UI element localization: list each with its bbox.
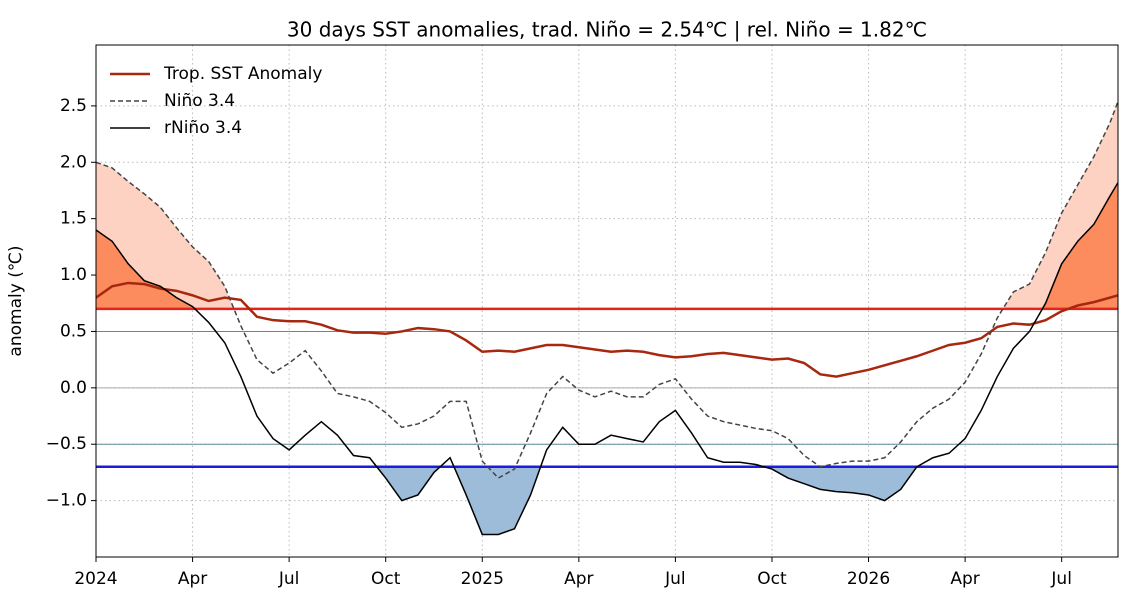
y-tick-label: 2.0 bbox=[60, 152, 87, 172]
y-tick-label: 0.5 bbox=[60, 321, 87, 341]
y-axis-label: anomaly (℃) bbox=[6, 245, 26, 356]
x-tick-label: Jul bbox=[278, 569, 300, 589]
y-tick-label: 0.0 bbox=[60, 378, 87, 398]
x-tick-label: 2025 bbox=[461, 569, 504, 589]
fill-area bbox=[96, 466, 1118, 535]
plot-area bbox=[96, 101, 1118, 536]
x-tick-label: Apr bbox=[564, 569, 593, 589]
y-tick-label: 2.5 bbox=[60, 96, 87, 116]
x-tick-label: Jul bbox=[1050, 569, 1072, 589]
x-tick-label: Apr bbox=[178, 569, 207, 589]
fill-area bbox=[96, 101, 1118, 309]
x-tick-label: Oct bbox=[371, 569, 401, 589]
x-tick-label: Apr bbox=[950, 569, 979, 589]
y-tick-label: 1.0 bbox=[60, 265, 87, 285]
y-tick-label: −1.0 bbox=[46, 491, 87, 511]
y-tick-label: 1.5 bbox=[60, 209, 87, 229]
x-tick-label: 2024 bbox=[74, 569, 117, 589]
x-tick-label: 2026 bbox=[847, 569, 890, 589]
series-line bbox=[96, 281, 1118, 378]
y-tick-label: −0.5 bbox=[46, 434, 87, 454]
x-tick-label: Jul bbox=[664, 569, 686, 589]
chart-title: 30 days SST anomalies, trad. Niño = 2.54… bbox=[287, 18, 927, 42]
x-tick-label: Oct bbox=[757, 569, 787, 589]
legend-label: rNiño 3.4 bbox=[164, 118, 242, 138]
legend-label: Niño 3.4 bbox=[164, 91, 235, 111]
series-line bbox=[96, 182, 1118, 536]
legend-label: Trop. SST Anomaly bbox=[163, 64, 322, 84]
plot-frame bbox=[95, 44, 1119, 558]
series-line bbox=[96, 101, 1118, 479]
